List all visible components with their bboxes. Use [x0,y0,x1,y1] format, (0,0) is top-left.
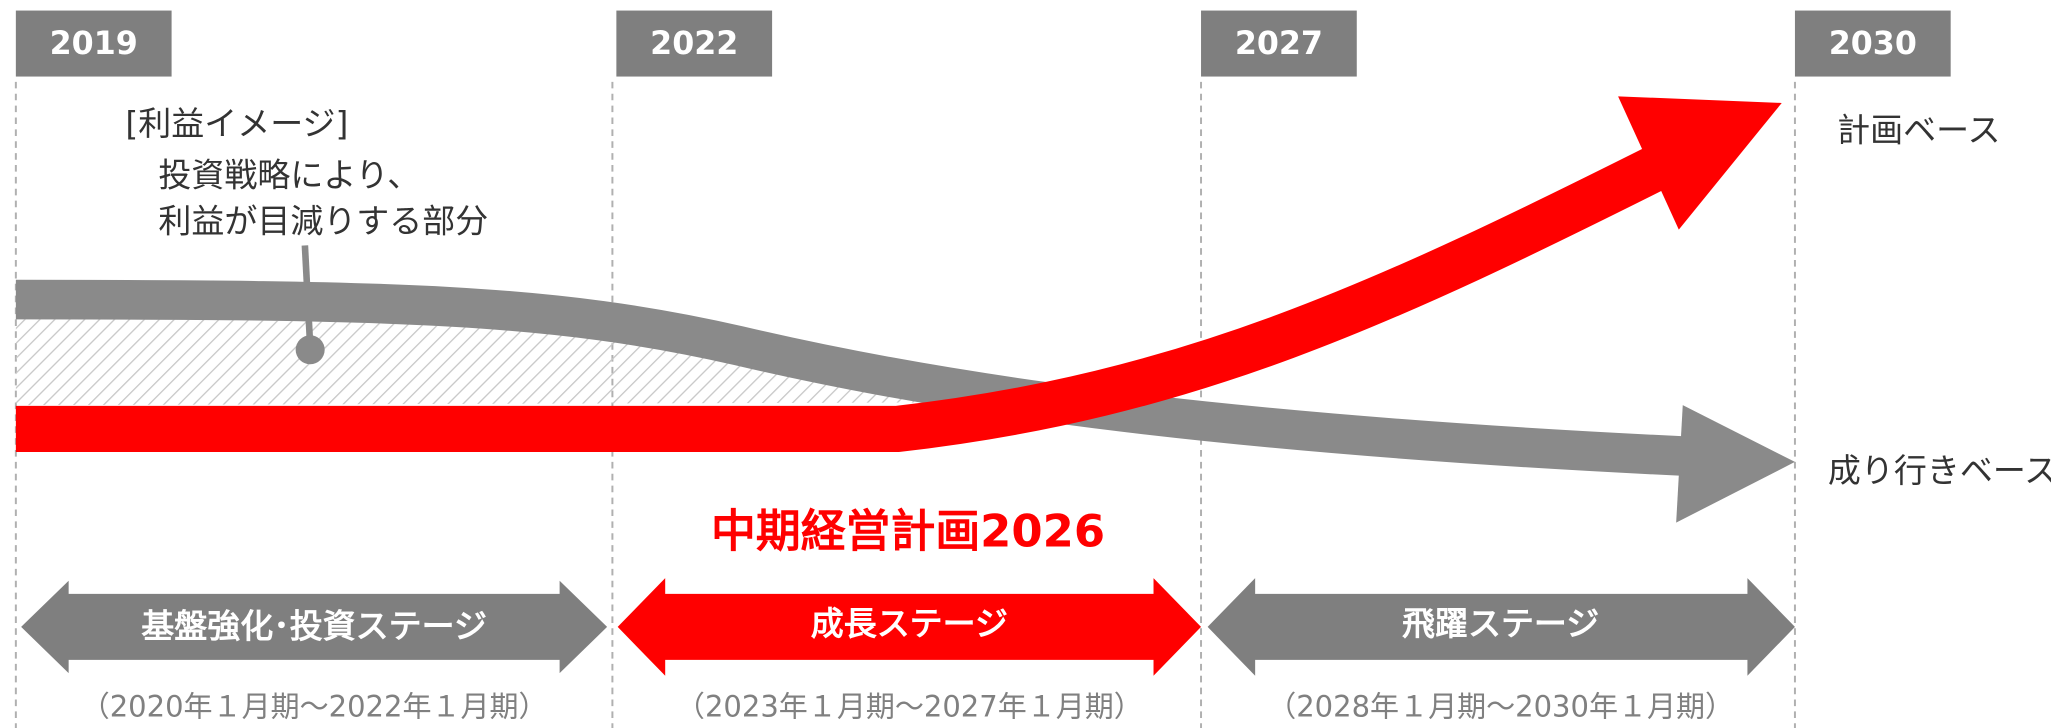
stage-period: （2023年１月期～2027年１月期） [676,690,1143,724]
stage-arrow [21,580,608,674]
stage-arrow [1207,578,1795,676]
year-label: 2027 [1235,26,1323,62]
annotation-line: 投資戦略により、 [158,155,420,194]
year-label: 2030 [1829,26,1917,62]
plan-title: 中期経営計画2026 [711,505,1105,558]
plan-arrowhead [1618,96,1782,230]
trend-arrowhead [1676,405,1795,523]
annotation-heading: [利益イメージ] [125,104,348,143]
hatched-area [15,319,924,406]
stage-period: （2028年１月期～2030年１月期） [1267,690,1734,724]
stage-name: 成長ステージ [811,604,1008,643]
trend-line [15,279,1697,477]
pointer [301,245,314,346]
stage-name: 飛躍ステージ [1402,604,1599,643]
stage-name: 基盤強化･投資ステージ [141,607,487,646]
pointer-dot [295,335,325,365]
annotation-line: 利益が目減りする部分 [158,202,488,241]
stage-arrow [617,578,1202,676]
trend-label: 成り行きベース [1828,451,2051,490]
stage-period: （2020年１月期～2022年１月期） [81,690,548,724]
year-label: 2019 [50,26,138,62]
plan-line [15,140,1680,453]
plan-label: 計画ベース [1837,110,2000,149]
year-label: 2022 [650,26,738,62]
year-boxes [15,10,1951,77]
